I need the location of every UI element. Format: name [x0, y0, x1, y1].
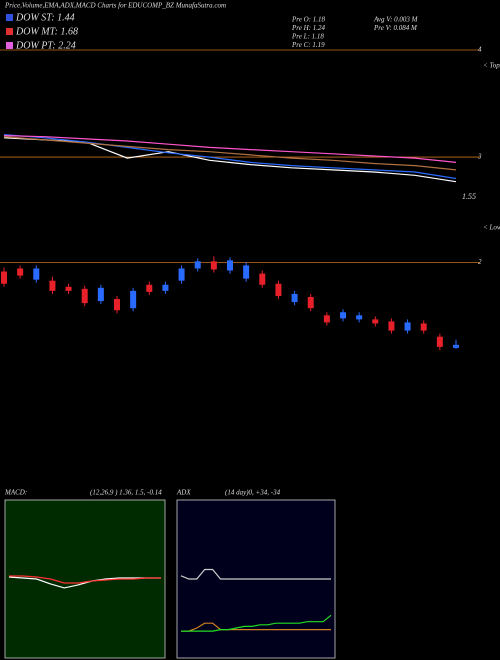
pre-label: Pre O: 1.18 [291, 16, 325, 24]
candle-body [420, 323, 427, 331]
series-line [3, 135, 457, 163]
candle-body [146, 284, 153, 292]
series-line [9, 575, 161, 584]
candle-body [259, 273, 266, 285]
series-line [3, 134, 457, 180]
series-line [3, 136, 457, 171]
candle-body [130, 290, 137, 309]
pre-label: Pre H: 1.24 [291, 24, 325, 32]
candle-body [323, 315, 330, 323]
candle-body [356, 315, 363, 320]
candle-body [227, 260, 233, 271]
candle-body [388, 321, 395, 331]
candle-body [114, 299, 120, 311]
annotation: 1.55 [462, 192, 476, 201]
dow-label: DOW ST: 1.44 [15, 12, 75, 23]
pre-label: Pre C: 1.19 [291, 41, 325, 49]
candle-body [275, 283, 282, 296]
dow-swatch [6, 14, 13, 21]
candle-body [243, 265, 250, 279]
candle-body [162, 284, 169, 291]
pre-label: Pre L: 1.18 [291, 33, 324, 41]
candle-body [194, 261, 201, 269]
panel-title: ADX [176, 489, 191, 497]
candle-body [340, 312, 346, 319]
candle-body [178, 268, 185, 281]
candle-body [210, 261, 217, 270]
series-line [180, 568, 331, 580]
candle-body [49, 280, 56, 291]
vol-label: Pre V: 0.084 M [373, 24, 418, 32]
vol-label: Avg V: 0.003 M [373, 16, 419, 24]
candle-body [81, 288, 88, 304]
panel-title: MACD: [4, 489, 27, 497]
candle-body [1, 271, 7, 284]
y-tick-label: 4 [478, 46, 482, 54]
candle-body [453, 344, 459, 348]
series-line [181, 622, 331, 632]
dow-swatch [6, 28, 13, 35]
dow-label: DOW PT: 2.24 [15, 40, 76, 51]
candle-body [291, 293, 298, 303]
page-title: Price,Volume,EMA,ADX,MACD Charts for EDU… [4, 2, 226, 10]
candle-body [17, 268, 24, 276]
y-tick-label: 2 [478, 258, 482, 266]
tops-label: < Tops [483, 62, 500, 70]
lows-label: < Lows [483, 224, 500, 232]
candle-body [307, 296, 314, 309]
candle-body [97, 287, 104, 302]
panel-subtitle: (14 day)0, +34, -34 [225, 489, 281, 497]
candle-body [65, 286, 72, 291]
y-tick-label: 3 [477, 153, 482, 161]
candle-body [33, 268, 40, 280]
candle-body [436, 336, 443, 347]
candle-body [372, 319, 379, 324]
series-line [8, 576, 161, 589]
dow-swatch [6, 42, 13, 49]
panel-subtitle: (12,26,9 ) 1.36, 1.5, -0.14 [90, 489, 162, 497]
dow-label: DOW MT: 1.68 [15, 26, 78, 37]
series-line [181, 614, 332, 632]
candle-body [404, 322, 411, 331]
